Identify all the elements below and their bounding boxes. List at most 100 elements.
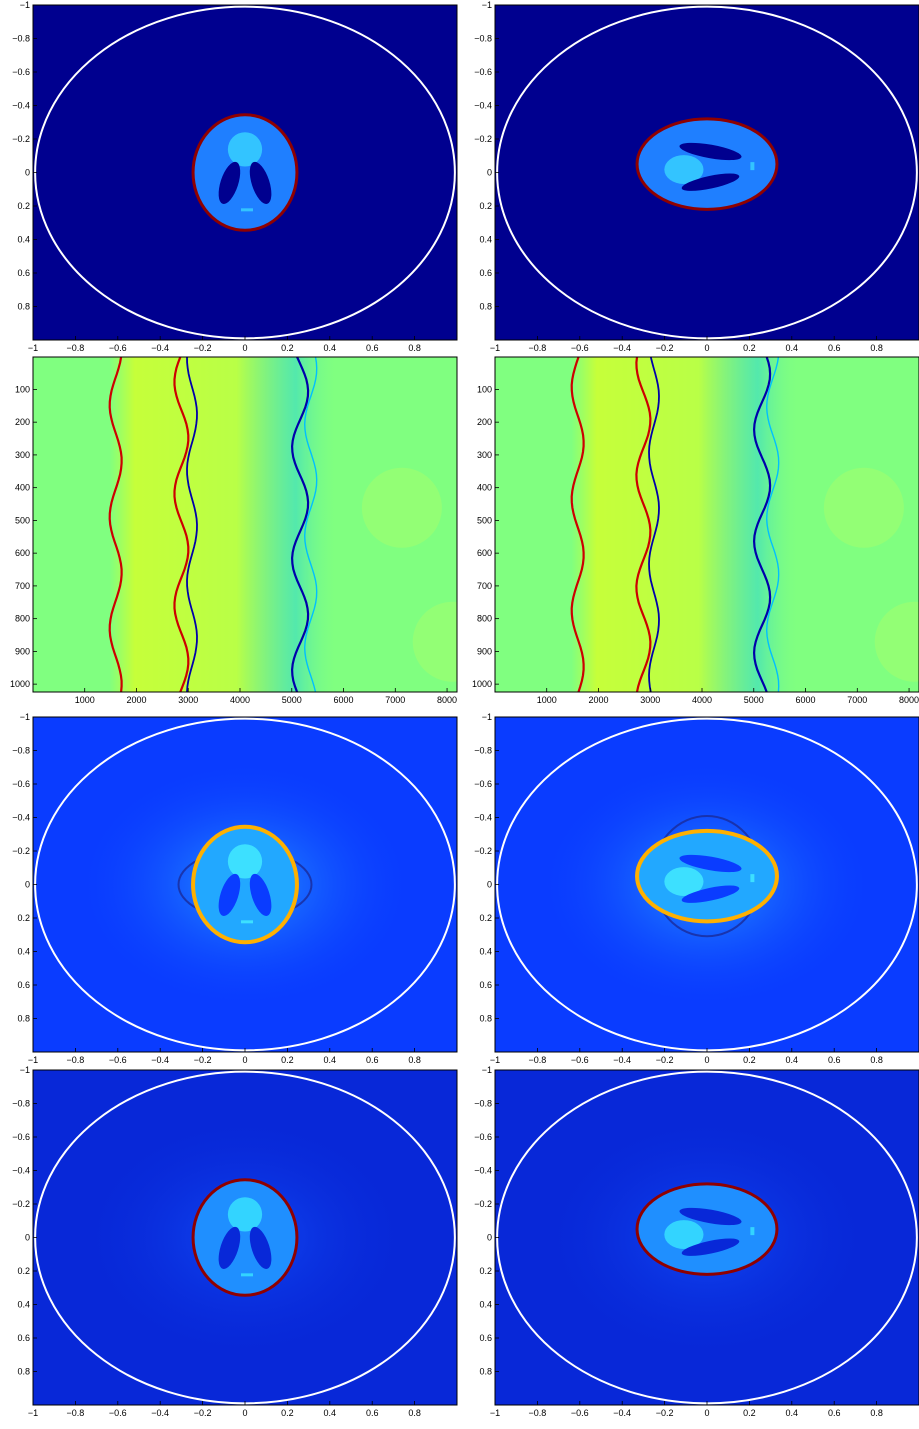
dark-ellipse	[218, 1226, 241, 1269]
phantom-outline	[635, 828, 779, 924]
x-tick-label: −0.4	[613, 1055, 631, 1065]
dark-ellipse	[249, 1226, 272, 1269]
y-tick-label: 0.4	[17, 947, 30, 957]
y-tick-label: −0.2	[12, 134, 30, 144]
x-tick-label: 1000	[75, 695, 95, 705]
x-tick-label: 0	[242, 343, 247, 353]
x-tick-label: 7000	[385, 695, 405, 705]
plot-area	[495, 717, 919, 1052]
x-tick-label: 0.2	[743, 343, 756, 353]
x-tick-label: −0.2	[656, 1055, 674, 1065]
plot-area	[495, 357, 919, 692]
x-tick-label: 6000	[334, 695, 354, 705]
faint-blob	[412, 601, 457, 682]
phantom-features	[664, 854, 755, 903]
phantom-outline	[635, 117, 779, 211]
x-tick-label: −0.2	[656, 343, 674, 353]
panel-1: −1 −0.8 −0.6 −0.4 −0.2 0 0.2 0.4 0.6 0.8 −1 −0.8 −0.…	[12, 0, 458, 353]
y-tick-label: 400	[15, 483, 30, 493]
y-tick-label: −0.4	[474, 813, 492, 823]
wavefront-curve	[570, 357, 585, 692]
x-tick-label: 0	[242, 1408, 247, 1418]
y-tick-label: −0.2	[12, 1199, 30, 1209]
bright-blob	[664, 1220, 704, 1250]
y-tick-label: 800	[15, 614, 30, 624]
panel-2: −1 −0.8 −0.6 −0.4 −0.2 0 0.2 0.4 0.6 0.8 −1 −0.8 −0.…	[474, 0, 919, 353]
x-tick-label: 0.4	[786, 1055, 799, 1065]
y-tick-label: 0.4	[479, 947, 492, 957]
y-tick-label: 0.8	[17, 1367, 30, 1377]
x-tick-label: 0.8	[408, 1055, 421, 1065]
y-tick-label: 300	[15, 450, 30, 460]
phantom-features	[664, 1207, 755, 1256]
y-tick-label: 1000	[10, 679, 30, 689]
x-tick-label: −0.2	[194, 343, 212, 353]
y-tick-label: 0.2	[17, 201, 30, 211]
x-tick-label: −1	[28, 1408, 38, 1418]
x-tick-label: 5000	[744, 695, 764, 705]
y-tick-label: 0.6	[479, 980, 492, 990]
y-tick-label: 900	[15, 646, 30, 656]
x-tick-label: −1	[28, 343, 38, 353]
small-feature	[750, 1227, 755, 1236]
y-tick-label: −0.2	[474, 1199, 492, 1209]
y-tick-label: 0.8	[17, 1014, 30, 1024]
y-tick-label: −0.6	[474, 67, 492, 77]
x-tick-label: 0.2	[743, 1055, 756, 1065]
y-tick-label: 500	[15, 515, 30, 525]
y-tick-label: 0.2	[479, 201, 492, 211]
x-tick-label: 0.4	[324, 1055, 337, 1065]
x-tick-label: 0	[704, 1055, 709, 1065]
x-tick-label: −0.2	[194, 1408, 212, 1418]
x-tick-label: −0.2	[194, 1055, 212, 1065]
y-tick-label: −0.8	[12, 746, 30, 756]
x-tick-label: 0.8	[870, 1055, 883, 1065]
y-tick-label: 0	[487, 880, 492, 890]
y-tick-label: 1000	[472, 679, 492, 689]
small-feature	[750, 874, 755, 883]
y-tick-label: 200	[15, 417, 30, 427]
dark-ellipse	[679, 1207, 742, 1226]
wavefront-curve	[303, 357, 318, 692]
y-tick-label: 700	[477, 581, 492, 591]
x-tick-label: −0.6	[571, 1055, 589, 1065]
dark-ellipse	[679, 142, 742, 161]
y-tick-label: 600	[477, 548, 492, 558]
wavefront-curve	[108, 357, 123, 692]
x-tick-label: 0.4	[324, 1408, 337, 1418]
bright-blob	[227, 132, 263, 167]
small-feature	[750, 162, 755, 171]
y-tick-label: −1	[20, 1065, 30, 1075]
y-tick-label: 0.4	[17, 1300, 30, 1310]
x-tick-label: −0.6	[109, 1408, 127, 1418]
phantom-outline	[191, 113, 299, 232]
phantom-features	[218, 844, 272, 924]
x-tick-label: −0.4	[613, 1408, 631, 1418]
panel-4: 1000 2000 3000 4000 5000 6000 7000 8000 100 200 30…	[472, 356, 919, 705]
small-feature	[241, 208, 253, 212]
dark-ellipse	[218, 161, 241, 204]
x-tick-label: 8000	[437, 695, 457, 705]
bright-blob	[664, 155, 704, 185]
y-tick-label: 0.2	[479, 1266, 492, 1276]
x-tick-label: 0	[704, 343, 709, 353]
axes-frame	[494, 356, 919, 693]
y-tick-label: −0.8	[474, 1099, 492, 1109]
x-tick-label: 0.2	[281, 1055, 294, 1065]
y-tick-label: 0.2	[17, 1266, 30, 1276]
y-tick-label: 0.4	[479, 1300, 492, 1310]
plot-area	[33, 5, 457, 340]
y-tick-label: 0.6	[479, 1333, 492, 1343]
panel-3: 1000 2000 3000 4000 5000 6000 7000 8000 100 200 30…	[10, 356, 458, 705]
x-tick-label: 2000	[126, 695, 146, 705]
y-tick-label: −0.2	[474, 846, 492, 856]
y-tick-label: −0.6	[474, 779, 492, 789]
x-tick-label: 5000	[282, 695, 302, 705]
y-tick-label: 0	[487, 1233, 492, 1243]
y-tick-label: 0.8	[479, 1367, 492, 1377]
x-tick-label: 4000	[230, 695, 250, 705]
x-tick-label: 4000	[692, 695, 712, 705]
y-tick-label: 400	[477, 483, 492, 493]
phantom-features	[664, 142, 755, 191]
